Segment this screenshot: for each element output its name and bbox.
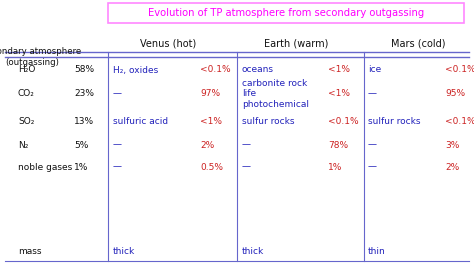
Text: 13%: 13% [74, 117, 94, 127]
Text: —: — [242, 163, 251, 171]
Text: —: — [368, 140, 377, 150]
Text: oceans: oceans [242, 65, 274, 75]
Text: <0.1%: <0.1% [200, 65, 231, 75]
Text: SO₂: SO₂ [18, 117, 35, 127]
Text: —: — [113, 140, 122, 150]
Text: —: — [113, 89, 122, 99]
Text: 1%: 1% [74, 163, 88, 171]
Text: Earth (warm): Earth (warm) [264, 39, 328, 49]
Text: mass: mass [18, 248, 42, 257]
Text: 3%: 3% [445, 140, 459, 150]
Text: <0.1%: <0.1% [445, 117, 474, 127]
Text: 5%: 5% [74, 140, 88, 150]
Text: —: — [113, 163, 122, 171]
Text: thick: thick [113, 248, 135, 257]
Text: Mars (cold): Mars (cold) [391, 39, 445, 49]
Text: CO₂: CO₂ [18, 89, 35, 99]
Text: <0.1%: <0.1% [328, 117, 359, 127]
Text: 58%: 58% [74, 65, 94, 75]
Bar [108, 3, 464, 23]
Text: 1%: 1% [328, 163, 342, 171]
Text: 23%: 23% [74, 89, 94, 99]
Text: noble gases: noble gases [18, 163, 72, 171]
Text: <1%: <1% [328, 65, 350, 75]
Text: <1%: <1% [200, 117, 222, 127]
Text: 0.5%: 0.5% [200, 163, 223, 171]
Text: 2%: 2% [445, 163, 459, 171]
Text: —: — [368, 163, 377, 171]
Text: sulfur rocks: sulfur rocks [242, 117, 294, 127]
Text: N₂: N₂ [18, 140, 28, 150]
Text: <0.1%: <0.1% [445, 65, 474, 75]
Text: 2%: 2% [200, 140, 214, 150]
Text: —: — [368, 89, 377, 99]
Text: —: — [242, 140, 251, 150]
Text: 97%: 97% [200, 89, 220, 99]
Text: thick: thick [242, 248, 264, 257]
Text: Venus (hot): Venus (hot) [140, 39, 196, 49]
Text: 78%: 78% [328, 140, 348, 150]
Text: H₂, oxides: H₂, oxides [113, 65, 158, 75]
Text: Evolution of TP atmosphere from secondary outgassing: Evolution of TP atmosphere from secondar… [148, 8, 424, 18]
Text: carbonite rock
life
photochemical: carbonite rock life photochemical [242, 79, 309, 109]
Text: thin: thin [368, 248, 386, 257]
Text: sulfuric acid: sulfuric acid [113, 117, 168, 127]
Text: secondary atmosphere
(outgassing): secondary atmosphere (outgassing) [0, 47, 82, 67]
Text: sulfur rocks: sulfur rocks [368, 117, 420, 127]
Text: <1%: <1% [328, 89, 350, 99]
Text: 95%: 95% [445, 89, 465, 99]
Text: H₂O: H₂O [18, 65, 36, 75]
Text: ice: ice [368, 65, 381, 75]
